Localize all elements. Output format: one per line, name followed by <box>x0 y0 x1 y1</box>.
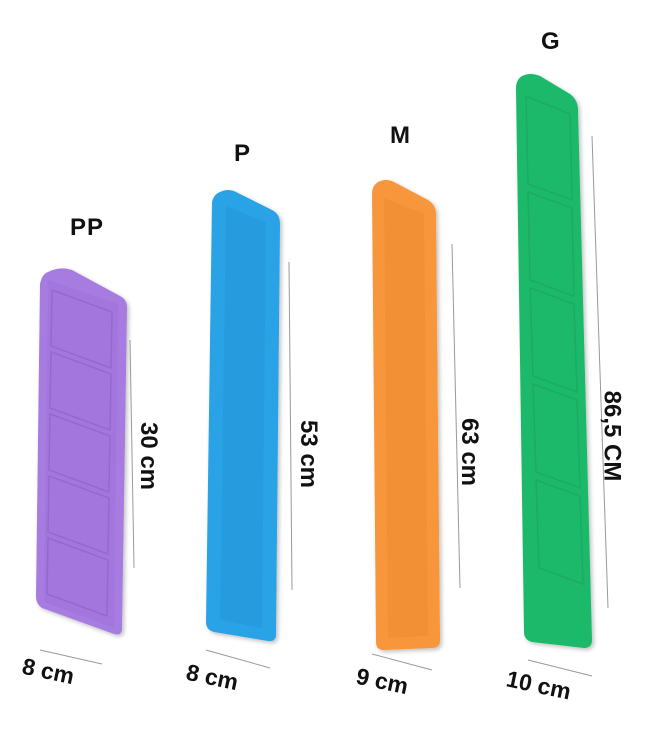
strip-p <box>206 190 280 642</box>
size-label-m: M <box>390 122 411 149</box>
length-line-pp <box>129 339 135 569</box>
length-label-p: 53 cm <box>295 419 323 489</box>
strip-pp <box>36 268 128 635</box>
length-label-g: 86,5 CM <box>598 390 626 482</box>
size-label-p: P <box>234 140 252 167</box>
strip-g <box>516 74 592 648</box>
length-label-m: 63 cm <box>456 417 484 487</box>
width-line-pp <box>39 649 103 665</box>
length-line-m <box>451 243 461 589</box>
length-label-pp: 30 cm <box>135 421 163 491</box>
length-line-g <box>591 135 609 609</box>
width-line-p <box>205 649 271 669</box>
width-line-m <box>371 653 433 671</box>
length-line-p <box>288 261 293 591</box>
width-line-g <box>527 659 593 677</box>
strip-m <box>372 180 440 650</box>
size-label-pp: PP <box>70 214 105 241</box>
size-label-g: G <box>541 28 561 55</box>
